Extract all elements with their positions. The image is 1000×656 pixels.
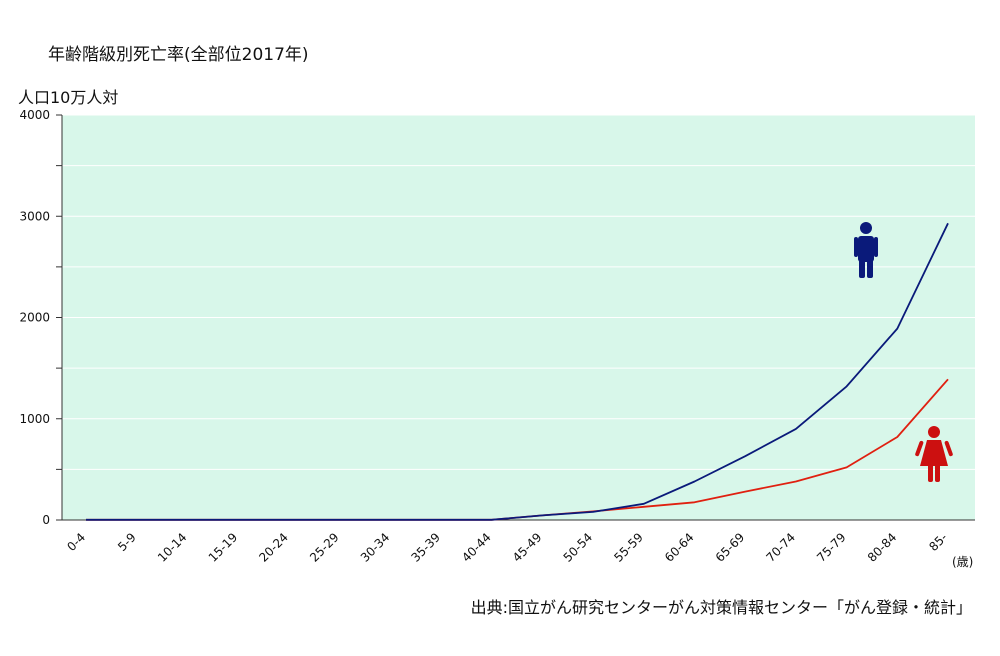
y-tick-label: 4000 — [19, 108, 50, 122]
source-note: 出典:国立がん研究センターがん対策情報センター「がん登録・統計」 — [470, 598, 972, 617]
chart-title: 年齢階級別死亡率(全部位2017年) — [48, 45, 309, 65]
x-tick-label: 35-39 — [409, 530, 444, 565]
x-tick-label: 10-14 — [155, 530, 190, 565]
y-tick-label: 3000 — [19, 209, 50, 223]
x-tick-label: 40-44 — [459, 530, 494, 565]
x-tick-label: 75-79 — [814, 530, 849, 565]
series-line — [86, 222, 949, 521]
x-tick-label: 80-84 — [865, 530, 900, 565]
x-tick-label: 85- — [926, 530, 950, 554]
x-tick-label: 45-49 — [510, 530, 545, 565]
x-tick-label: 15-19 — [206, 530, 241, 565]
x-tick-label: 25-29 — [307, 530, 342, 565]
x-tick-label: 50-54 — [561, 530, 596, 565]
x-unit-label: (歳) — [952, 555, 973, 569]
x-tick-label: 55-59 — [611, 530, 646, 565]
y-tick-label: 2000 — [19, 311, 50, 325]
y-tick-label: 0 — [42, 513, 50, 527]
x-tick-label: 30-34 — [358, 530, 393, 565]
male-figure-icon — [854, 222, 878, 278]
x-tick-label: 60-64 — [662, 530, 697, 565]
x-tick-label: 65-69 — [713, 530, 748, 565]
x-tick-label: 20-24 — [256, 530, 291, 565]
x-tick-label: 5-9 — [115, 530, 139, 554]
x-tick-label: 70-74 — [763, 530, 798, 565]
y-tick-label: 1000 — [19, 412, 50, 426]
x-tick-label: 0-4 — [64, 530, 88, 554]
female-figure-icon — [915, 426, 953, 482]
y-axis-label: 人口10万人対 — [18, 88, 119, 107]
